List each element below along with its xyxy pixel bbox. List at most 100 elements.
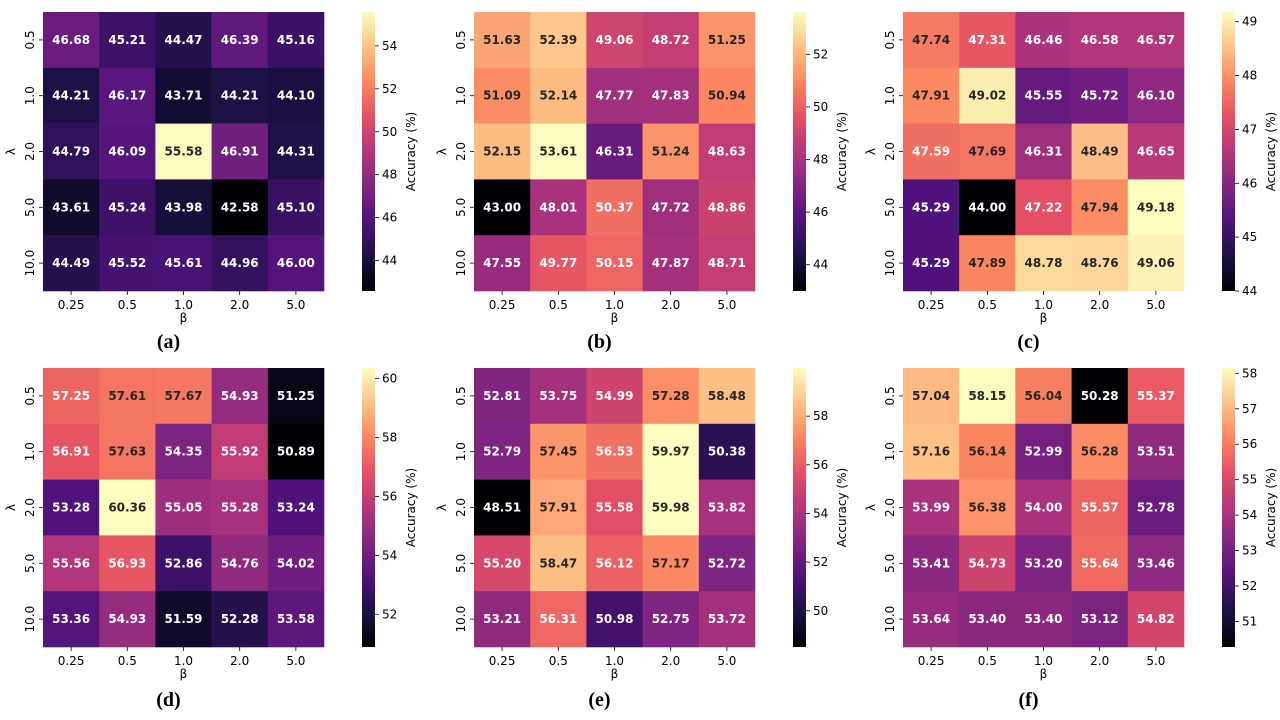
- x-tick-label: 0.5: [549, 298, 568, 312]
- cell-value-label: 46.46: [1025, 33, 1063, 47]
- cell-value-label: 52.99: [1025, 445, 1063, 459]
- heatmap-cell: [43, 179, 100, 236]
- y-tick-label: 5.0: [454, 554, 468, 573]
- cell-value-label: 53.21: [483, 612, 521, 626]
- heatmap-cell: [211, 235, 269, 292]
- cell-value-label: 51.25: [277, 389, 315, 403]
- heatmap-cell: [211, 123, 269, 180]
- heatmap-cell: [903, 535, 960, 592]
- cell-value-label: 52.39: [539, 33, 577, 47]
- y-tick-label: 10.0: [454, 250, 468, 277]
- heatmap-panel: 57.25 57.61 57.67 54.93 51.25 56.91 57.63 54.35…: [4, 368, 418, 711]
- x-tick-label: 0.25: [918, 654, 945, 668]
- heatmap-cell: [474, 235, 531, 292]
- heatmap-cell: [43, 535, 100, 592]
- cell-value-label: 45.16: [277, 33, 315, 47]
- heatmap-cell: [959, 235, 1016, 292]
- cell-value-label: 51.09: [483, 89, 521, 103]
- y-tick-label: 10.0: [23, 606, 37, 633]
- y-tick-label: 0.5: [454, 30, 468, 49]
- heatmap-cell: [1015, 179, 1072, 236]
- heatmap-cell: [474, 368, 531, 425]
- cell-value-label: 46.31: [596, 145, 634, 159]
- cell-value-label: 45.21: [108, 33, 146, 47]
- heatmap-cell: [1015, 591, 1072, 648]
- heatmap-cell: [99, 368, 156, 425]
- heatmap-cell: [43, 12, 100, 69]
- colorbar-tick-label: 52: [382, 607, 397, 621]
- heatmap-cell: [642, 423, 700, 480]
- cell-value-label: 45.29: [912, 200, 950, 214]
- colorbar: [362, 12, 375, 291]
- cell-value-label: 53.40: [968, 612, 1006, 626]
- heatmap-cell: [267, 535, 325, 592]
- heatmap-panel: 52.81 53.75 54.99 57.28 58.48 52.79 57.45 56.53…: [435, 368, 849, 711]
- heatmap-cell: [1015, 123, 1072, 180]
- x-axis-label: β: [1040, 667, 1048, 681]
- heatmap-cell: [959, 67, 1016, 124]
- heatmap-cell: [211, 12, 269, 69]
- cell-value-label: 55.28: [221, 501, 259, 515]
- colorbar-tick-label: 54: [382, 548, 397, 562]
- cell-value-label: 53.12: [1081, 612, 1119, 626]
- cell-value-label: 53.75: [539, 389, 577, 403]
- heatmap-cell: [959, 179, 1016, 236]
- heatmap-cell: [474, 591, 531, 648]
- y-tick-label: 5.0: [883, 554, 897, 573]
- cell-value-label: 53.28: [52, 501, 90, 515]
- x-tick-label: 2.0: [230, 654, 249, 668]
- heatmap-cell: [267, 423, 325, 480]
- heatmap-cell: [959, 591, 1016, 648]
- cell-value-label: 47.83: [652, 89, 690, 103]
- cell-value-label: 43.71: [165, 89, 203, 103]
- heatmap-panel: 47.74 47.31 46.46 46.58 46.57 47.91 49.02 45.55…: [864, 12, 1278, 353]
- heatmap-cell: [1015, 12, 1072, 69]
- cell-value-label: 49.77: [539, 256, 577, 270]
- heatmap-cell: [1015, 368, 1072, 425]
- cell-value-label: 53.82: [708, 501, 746, 515]
- heatmap-cell: [1071, 479, 1129, 536]
- cell-value-label: 44.31: [277, 145, 315, 159]
- heatmap-cell: [1127, 368, 1185, 425]
- cell-value-label: 54.00: [1025, 501, 1063, 515]
- heatmap-cell: [211, 179, 269, 236]
- y-tick-label: 1.0: [454, 86, 468, 105]
- cell-value-label: 46.39: [221, 33, 259, 47]
- y-axis-label: λ: [435, 504, 449, 511]
- x-tick-label: 2.0: [1090, 298, 1109, 312]
- cell-value-label: 47.77: [596, 89, 634, 103]
- x-tick-label: 1.0: [1034, 654, 1053, 668]
- heatmap-cell: [99, 479, 156, 536]
- heatmap-cell: [99, 235, 156, 292]
- heatmap-cell: [267, 123, 325, 180]
- heatmap-cell: [642, 235, 700, 292]
- colorbar-tick-label: 55: [1242, 473, 1257, 487]
- heatmap-cell: [474, 179, 531, 236]
- cell-value-label: 55.92: [221, 445, 259, 459]
- cell-value-label: 47.22: [1025, 200, 1063, 214]
- y-axis-label: λ: [4, 504, 18, 511]
- colorbar-tick-label: 52: [1242, 579, 1257, 593]
- y-tick-label: 1.0: [454, 442, 468, 461]
- y-tick-label: 1.0: [23, 86, 37, 105]
- heatmap-cell: [586, 235, 643, 292]
- heatmap-cell: [43, 479, 100, 536]
- heatmap-cell: [1071, 591, 1129, 648]
- cell-value-label: 55.05: [165, 501, 203, 515]
- cell-value-label: 57.67: [165, 389, 203, 403]
- cell-value-label: 55.37: [1137, 389, 1175, 403]
- heatmap-cell: [903, 235, 960, 292]
- cell-value-label: 55.56: [52, 556, 90, 570]
- x-tick-label: 5.0: [286, 654, 305, 668]
- heatmap-cell: [698, 535, 756, 592]
- cell-value-label: 44.21: [52, 89, 90, 103]
- y-tick-label: 0.5: [883, 386, 897, 405]
- colorbar-tick-label: 49: [1242, 15, 1257, 29]
- cell-value-label: 46.00: [277, 256, 315, 270]
- colorbar-label: Accuracy (%): [404, 468, 418, 547]
- cell-value-label: 60.36: [108, 501, 146, 515]
- heatmap-cell: [43, 67, 100, 124]
- colorbar-tick-label: 46: [813, 205, 828, 219]
- cell-value-label: 44.10: [277, 89, 315, 103]
- heatmap-cell: [698, 368, 756, 425]
